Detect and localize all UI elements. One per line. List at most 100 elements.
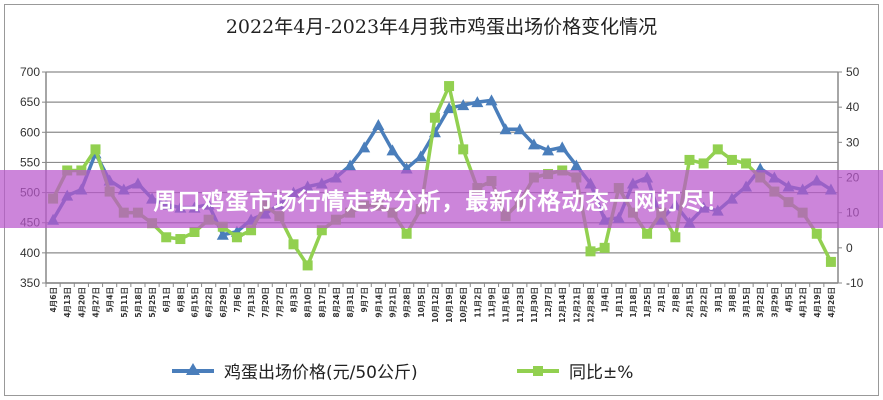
x-tick-label: 2月15日 (686, 287, 695, 318)
price-point (485, 94, 498, 106)
yoy-point (401, 228, 412, 239)
yoy-point (599, 242, 610, 253)
x-tick-label: 8月3日 (290, 287, 299, 312)
x-tick-label: 12月14日 (558, 287, 567, 323)
legend-item-price: 鸡蛋出场价格(元/50公斤) (172, 358, 418, 383)
x-tick-label: 4月5日 (785, 287, 794, 312)
x-tick-label: 6月22日 (205, 287, 214, 318)
x-tick-label: 1月18日 (629, 287, 638, 318)
left-tick-label: 400 (20, 246, 40, 260)
yoy-point (429, 112, 440, 123)
x-tick-label: 10月5日 (417, 287, 426, 318)
yoy-point (712, 144, 723, 155)
yoy-point (670, 232, 681, 243)
x-tick-label: 1月25日 (643, 287, 652, 318)
legend-item-yoy: 同比±% (517, 358, 633, 383)
price-point (556, 141, 569, 153)
yoy-point (302, 260, 313, 271)
price-point (457, 99, 470, 111)
yoy-point (825, 256, 836, 267)
right-tick-label: 50 (846, 65, 860, 79)
x-tick-label: 4月12日 (799, 287, 808, 318)
yoy-point (684, 154, 695, 165)
left-tick-label: 550 (20, 155, 40, 169)
x-tick-label: 10月26日 (459, 287, 468, 323)
x-tick-label: 7月27日 (275, 287, 284, 318)
x-tick-label: 6月29日 (219, 287, 228, 318)
price-point (443, 102, 456, 114)
x-tick-label: 8月10日 (304, 287, 313, 318)
x-tick-label: 2月8日 (671, 287, 680, 312)
x-tick-label: 3月8日 (728, 287, 737, 312)
legend-label-yoy: 同比±% (569, 363, 634, 383)
x-tick-label: 3月1日 (714, 287, 723, 312)
right-tick-label: 0 (846, 241, 853, 255)
x-tick-label: 12月28日 (587, 287, 596, 323)
yoy-point (161, 232, 172, 243)
x-tick-label: 9月28日 (403, 287, 412, 318)
yoy-point (585, 246, 596, 257)
price-point (414, 150, 427, 162)
x-tick-label: 7月13日 (247, 287, 256, 318)
x-tick-label: 12月7日 (544, 287, 553, 318)
price-point (570, 159, 583, 171)
x-tick-label: 4月26日 (827, 287, 836, 318)
yoy-point (316, 225, 327, 236)
yoy-point (189, 227, 200, 238)
x-tick-label: 4月20日 (77, 287, 86, 318)
overlay-banner: 周口鸡蛋市场行情走势分析，最新价格动态一网打尽！ (0, 170, 883, 228)
x-tick-label: 3月22日 (756, 287, 765, 318)
yoy-point (444, 81, 455, 92)
yoy-point (811, 228, 822, 239)
x-tick-label: 3月29日 (770, 287, 779, 318)
x-tick-label: 6月15日 (191, 287, 200, 318)
x-tick-label: 5月18日 (134, 287, 143, 318)
x-tick-label: 2月22日 (700, 287, 709, 318)
x-tick-label: 2月1日 (657, 287, 666, 312)
x-tick-label: 1月11日 (615, 287, 624, 318)
x-tick-label: 10月12日 (431, 287, 440, 323)
price-point (358, 141, 371, 153)
x-tick-label: 8月24日 (332, 287, 341, 318)
right-tick-label: 40 (846, 100, 860, 114)
yoy-point (231, 232, 242, 243)
x-tick-label: 11月16日 (502, 287, 511, 323)
x-tick-label: 11月23日 (516, 287, 525, 323)
yoy-point (698, 158, 709, 169)
x-tick-label: 6月8日 (176, 287, 185, 312)
x-tick-label: 1月4日 (601, 287, 610, 312)
x-tick-label: 5月25日 (148, 287, 157, 318)
x-tick-label: 7月20日 (261, 287, 270, 318)
legend-label-price: 鸡蛋出场价格(元/50公斤) (224, 363, 418, 383)
legend-square-icon (517, 365, 559, 376)
x-tick-label: 9月21日 (389, 287, 398, 318)
x-tick-label: 4月6日 (49, 287, 58, 312)
yoy-point (90, 144, 101, 155)
x-tick-label: 8月31日 (346, 287, 355, 318)
left-tick-label: 600 (20, 125, 40, 139)
x-tick-label: 9月7日 (360, 287, 369, 312)
chart-title: 2022年4月-2023年4月我市鸡蛋出场价格变化情况 (225, 16, 658, 38)
x-tick-label: 4月27日 (92, 287, 101, 318)
price-point (372, 119, 385, 131)
price-point (386, 144, 399, 156)
banner-text: 周口鸡蛋市场行情走势分析，最新价格动态一网打尽！ (153, 189, 730, 215)
yoy-point (246, 225, 257, 236)
left-tick-label: 350 (20, 276, 40, 290)
yoy-point (175, 234, 186, 245)
x-tick-label: 4月19日 (813, 287, 822, 318)
x-tick-label: 5月11日 (120, 287, 129, 318)
x-tick-label: 11月2日 (473, 287, 482, 318)
x-tick-label: 12月21日 (572, 287, 581, 323)
yoy-point (741, 158, 752, 169)
x-tick-label: 10月19日 (445, 287, 454, 323)
x-tick-label: 8月17日 (318, 287, 327, 318)
price-point (527, 138, 540, 150)
x-tick-label: 11月9日 (488, 287, 497, 318)
x-tick-label: 11月30日 (530, 287, 539, 323)
right-tick-label: 30 (846, 135, 860, 149)
price-point (471, 96, 484, 108)
price-point (499, 123, 512, 135)
x-tick-label: 5月4日 (106, 287, 115, 312)
yoy-point (726, 154, 737, 165)
